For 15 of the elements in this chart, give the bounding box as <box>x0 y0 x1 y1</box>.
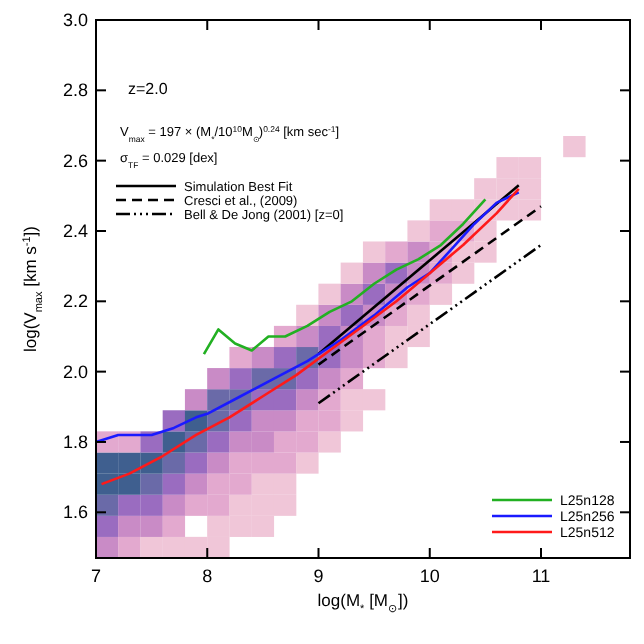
y-tick-label: 1.6 <box>62 502 88 523</box>
y-tick-label: 2.2 <box>62 291 88 312</box>
x-tick-label: 11 <box>531 566 551 586</box>
x-axis-title: log(M$_{*}$ [M$_{⊙}$]) <box>317 590 409 616</box>
x-tick-label: 9 <box>313 566 324 586</box>
y-tick-label: 3.0 <box>62 10 88 30</box>
x-tick-label: 10 <box>419 566 440 586</box>
y-tick-label: 2.6 <box>62 150 88 171</box>
x-tick-label: 8 <box>202 566 213 586</box>
y-tick-label: 2.4 <box>62 220 88 241</box>
x-tick-label: 7 <box>90 566 102 586</box>
y-tick-label: 2.0 <box>62 361 88 382</box>
annotation: z=2.0 <box>128 80 169 98</box>
y-tick-label: 2.8 <box>62 80 88 101</box>
y-tick-label: 1.8 <box>62 431 88 452</box>
